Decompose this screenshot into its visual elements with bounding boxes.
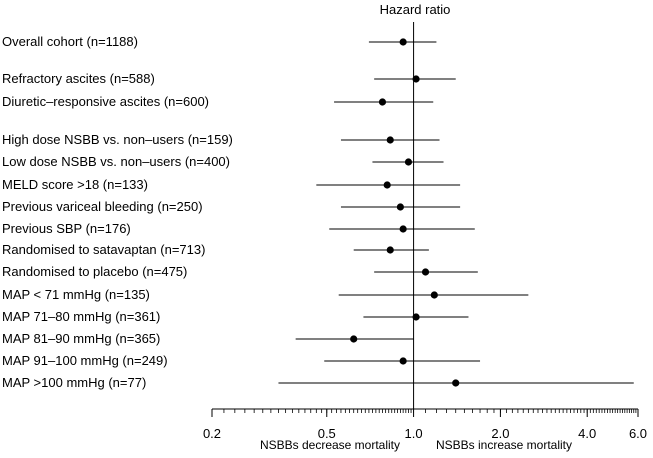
hazard-ratio-point	[399, 357, 407, 365]
hazard-ratio-point	[350, 335, 358, 343]
row-label: Refractory ascites (n=588)	[2, 71, 155, 86]
x-axis-minor-ticks	[211, 409, 639, 413]
row-label: MAP >100 mmHg (n=77)	[2, 375, 146, 390]
row-label: MAP 71–80 mmHg (n=361)	[2, 309, 160, 324]
row-label: MAP 91–100 mmHg (n=249)	[2, 353, 168, 368]
annotation-right: NSBBs increase mortality	[436, 438, 572, 452]
hazard-ratio-point	[421, 268, 430, 276]
hazard-ratio-point	[399, 225, 407, 233]
chart-title: Hazard ratio	[380, 2, 451, 17]
hazard-ratio-point	[396, 203, 404, 211]
hazard-ratio-point	[399, 38, 407, 46]
x-tick-label: 2.0	[491, 426, 509, 441]
x-tick-label: 0.2	[203, 426, 221, 441]
row-label: Randomised to placebo (n=475)	[2, 264, 187, 279]
hazard-ratio-point	[404, 158, 413, 166]
row-label: Diuretic–responsive ascites (n=600)	[2, 94, 209, 109]
row-label: Low dose NSBB vs. non–users (n=400)	[2, 154, 230, 169]
row-label: High dose NSBB vs. non–users (n=159)	[2, 132, 233, 147]
row-label: MAP 81–90 mmHg (n=365)	[2, 331, 160, 346]
hazard-ratio-point	[383, 181, 391, 189]
x-tick-label: 0.5	[318, 426, 336, 441]
hazard-ratio-point	[452, 379, 460, 387]
row-label: Previous variceal bleeding (n=250)	[2, 199, 203, 214]
row-label: Previous SBP (n=176)	[2, 221, 131, 236]
x-axis-major-ticks: 0.2 0.5 1.0 2.0 4.0 6.0	[203, 409, 647, 441]
row-label: Randomised to satavaptan (n=713)	[2, 242, 205, 257]
hazard-ratio-point	[386, 136, 394, 144]
annotation-left: NSBBs decrease mortality	[260, 438, 400, 452]
x-tick-label: 4.0	[578, 426, 596, 441]
row-label: MAP < 71 mmHg (n=135)	[2, 287, 150, 302]
hazard-ratio-point	[430, 291, 438, 299]
x-tick-label: 6.0	[629, 426, 647, 441]
row-label: MELD score >18 (n=133)	[2, 177, 148, 192]
hazard-ratio-point	[378, 98, 387, 106]
hazard-ratio-point	[412, 75, 420, 83]
x-tick-label: 1.0	[405, 426, 423, 441]
forest-rows: Overall cohort (n=1188) Refractory ascite…	[2, 34, 634, 390]
row-label: Overall cohort (n=1188)	[2, 34, 138, 49]
hazard-ratio-point	[386, 246, 394, 254]
hazard-ratio-point	[412, 313, 420, 321]
